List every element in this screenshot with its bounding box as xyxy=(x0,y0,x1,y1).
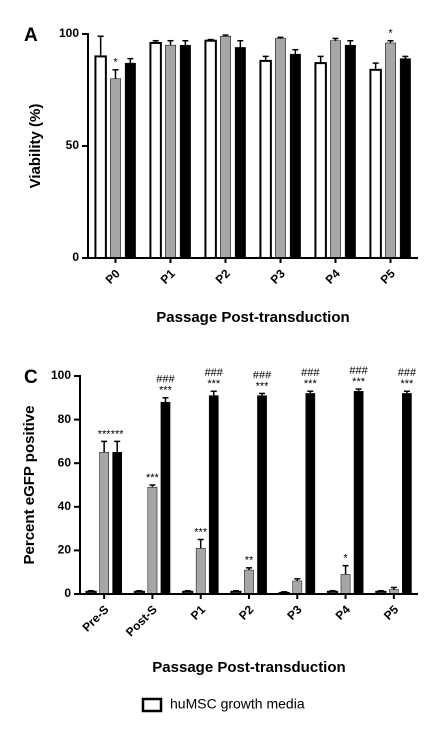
bar xyxy=(94,55,107,260)
bar xyxy=(204,39,217,259)
bar xyxy=(220,35,231,259)
significance-label: ### xyxy=(301,367,320,379)
x-tick-label: P2 xyxy=(236,602,257,623)
bar xyxy=(124,62,136,259)
bar xyxy=(257,395,267,595)
bar xyxy=(160,401,171,595)
y-tick-label: 100 xyxy=(59,26,79,40)
bar xyxy=(402,393,412,595)
x-tick-label: P2 xyxy=(213,266,234,287)
panel-label: C xyxy=(24,367,38,388)
y-tick-label: 0 xyxy=(64,586,71,600)
significance-label: * xyxy=(343,553,348,565)
y-tick-label: 0 xyxy=(72,250,79,264)
legend-swatch xyxy=(141,697,163,713)
x-tick-label: P5 xyxy=(378,266,399,287)
bar xyxy=(289,53,301,259)
significance-label: *** xyxy=(111,428,125,440)
x-tick-label: P5 xyxy=(381,602,402,623)
bar xyxy=(340,574,351,595)
bar xyxy=(330,40,341,259)
x-tick-label: P1 xyxy=(158,266,179,287)
x-tick-label: Post-S xyxy=(123,602,160,639)
y-tick-label: 50 xyxy=(66,138,80,152)
x-tick-label: P1 xyxy=(188,602,209,623)
x-tick-label: Pre-S xyxy=(79,602,111,634)
y-tick-label: 80 xyxy=(58,412,72,426)
significance-label: ** xyxy=(245,555,254,567)
significance-label: ### xyxy=(156,374,175,386)
bar xyxy=(195,547,206,595)
bar xyxy=(344,44,356,259)
bar xyxy=(259,59,272,259)
significance-label: *** xyxy=(98,428,112,440)
significance-label: *** xyxy=(159,385,173,397)
bar xyxy=(244,569,254,595)
y-tick-label: 100 xyxy=(51,368,71,382)
bar xyxy=(110,78,121,259)
significance-label: *** xyxy=(304,378,318,390)
significance-label: *** xyxy=(400,378,414,390)
bar xyxy=(399,58,411,259)
y-tick-label: 60 xyxy=(58,455,72,469)
panel-label: A xyxy=(24,25,38,46)
significance-label: *** xyxy=(352,376,366,388)
x-tick-label: P0 xyxy=(103,266,124,287)
significance-label: ### xyxy=(398,367,417,379)
significance-label: *** xyxy=(207,378,221,390)
significance-label: *** xyxy=(256,380,270,392)
bar xyxy=(147,486,158,595)
significance-label: ### xyxy=(349,365,368,377)
bar xyxy=(275,38,286,259)
y-tick-label: 40 xyxy=(58,499,72,513)
bar xyxy=(292,580,303,595)
bar xyxy=(179,44,191,259)
bar xyxy=(385,42,396,259)
y-axis-title: Percent eGFP positive xyxy=(21,406,38,565)
significance-label: * xyxy=(388,28,393,40)
x-axis-title: Passage Post-transduction xyxy=(156,309,349,326)
bar xyxy=(149,41,162,259)
bar xyxy=(353,391,364,595)
significance-label: * xyxy=(113,57,118,69)
bar xyxy=(165,44,176,259)
bar xyxy=(369,68,382,259)
bar xyxy=(99,452,109,595)
bar xyxy=(208,395,219,595)
y-tick-label: 20 xyxy=(58,543,72,557)
y-axis-title: Viability (%) xyxy=(27,104,44,189)
significance-label: ### xyxy=(205,367,224,379)
significance-label: *** xyxy=(194,526,208,538)
bar xyxy=(314,62,327,260)
x-tick-label: P4 xyxy=(323,266,344,287)
x-tick-label: P3 xyxy=(268,266,289,287)
significance-label: ### xyxy=(253,369,272,381)
x-axis-title: Passage Post-transduction xyxy=(152,659,345,676)
significance-label: *** xyxy=(146,472,160,484)
bar xyxy=(305,393,316,595)
bar xyxy=(112,452,123,595)
bar xyxy=(234,47,246,259)
legend-label: huMSC growth media xyxy=(170,696,305,712)
x-tick-label: P3 xyxy=(284,602,305,623)
x-tick-label: P4 xyxy=(333,602,354,623)
